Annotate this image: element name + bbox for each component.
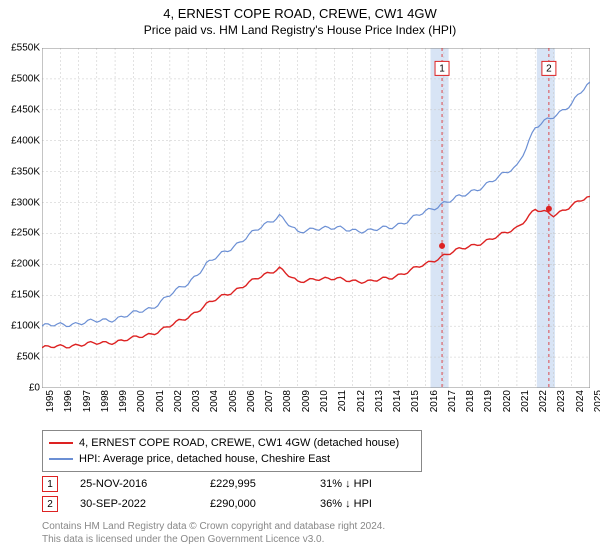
footer: Contains HM Land Registry data © Crown c… xyxy=(42,520,590,546)
x-tick-label: 2008 xyxy=(282,390,293,412)
marker-table: 1 25-NOV-2016£229,99531% ↓ HPI 2 30-SEP-202… xyxy=(42,474,590,514)
footer-line-1: Contains HM Land Registry data © Crown c… xyxy=(42,520,590,533)
legend-swatch xyxy=(49,458,73,460)
x-tick-label: 2019 xyxy=(483,390,494,412)
y-tick-label: £150K xyxy=(0,290,40,301)
y-tick-label: £300K xyxy=(0,197,40,208)
marker-number-box: 1 xyxy=(42,476,58,492)
svg-text:2: 2 xyxy=(546,63,552,74)
y-tick-label: £400K xyxy=(0,135,40,146)
x-tick-label: 2020 xyxy=(502,390,513,412)
x-tick-label: 2009 xyxy=(301,390,312,412)
y-tick-label: £250K xyxy=(0,228,40,239)
x-tick-label: 2017 xyxy=(447,390,458,412)
marker-row: 2 30-SEP-2022£290,00036% ↓ HPI xyxy=(42,494,590,514)
marker-price: £229,995 xyxy=(210,478,320,490)
marker-date: 30-SEP-2022 xyxy=(80,498,210,510)
x-tick-label: 2004 xyxy=(209,390,220,412)
x-tick-label: 2012 xyxy=(356,390,367,412)
x-tick-label: 1997 xyxy=(82,390,93,412)
chart-subtitle: Price paid vs. HM Land Registry's House … xyxy=(0,21,600,37)
x-tick-label: 2010 xyxy=(319,390,330,412)
y-tick-label: £350K xyxy=(0,166,40,177)
marker-row: 1 25-NOV-2016£229,99531% ↓ HPI xyxy=(42,474,590,494)
x-tick-label: 2024 xyxy=(575,390,586,412)
chart-title: 4, ERNEST COPE ROAD, CREWE, CW1 4GW xyxy=(0,0,600,21)
x-tick-label: 2005 xyxy=(228,390,239,412)
x-tick-label: 1999 xyxy=(118,390,129,412)
marker-price: £290,000 xyxy=(210,498,320,510)
legend-label: 4, ERNEST COPE ROAD, CREWE, CW1 4GW (det… xyxy=(79,437,399,449)
marker-diff: 36% ↓ HPI xyxy=(320,498,440,510)
x-tick-label: 2011 xyxy=(337,390,348,412)
y-tick-label: £450K xyxy=(0,104,40,115)
x-tick-label: 2021 xyxy=(520,390,531,412)
chart-svg: 12 xyxy=(42,48,590,388)
y-tick-label: £550K xyxy=(0,43,40,54)
x-tick-label: 2013 xyxy=(374,390,385,412)
x-tick-label: 2006 xyxy=(246,390,257,412)
marker-date: 25-NOV-2016 xyxy=(80,478,210,490)
x-tick-label: 2016 xyxy=(429,390,440,412)
footer-line-2: This data is licensed under the Open Gov… xyxy=(42,533,590,546)
x-tick-label: 1998 xyxy=(100,390,111,412)
marker-diff: 31% ↓ HPI xyxy=(320,478,440,490)
y-tick-label: £200K xyxy=(0,259,40,270)
svg-text:1: 1 xyxy=(439,63,445,74)
legend-label: HPI: Average price, detached house, Ches… xyxy=(79,453,330,465)
x-tick-label: 2023 xyxy=(556,390,567,412)
y-tick-label: £0 xyxy=(0,383,40,394)
x-tick-label: 2003 xyxy=(191,390,202,412)
chart-area: 12 £0£50K£100K£150K£200K£250K£300K£350K£… xyxy=(42,48,590,388)
y-tick-label: £100K xyxy=(0,321,40,332)
x-tick-label: 2007 xyxy=(264,390,275,412)
legend: 4, ERNEST COPE ROAD, CREWE, CW1 4GW (det… xyxy=(42,430,422,472)
x-tick-label: 2014 xyxy=(392,390,403,412)
x-tick-label: 2002 xyxy=(173,390,184,412)
x-tick-label: 2022 xyxy=(538,390,549,412)
legend-swatch xyxy=(49,442,73,444)
x-tick-label: 2000 xyxy=(136,390,147,412)
x-tick-label: 1995 xyxy=(45,390,56,412)
x-tick-label: 2001 xyxy=(155,390,166,412)
x-tick-label: 2025 xyxy=(593,390,600,412)
legend-item: 4, ERNEST COPE ROAD, CREWE, CW1 4GW (det… xyxy=(49,435,415,451)
marker-number-box: 2 xyxy=(42,496,58,512)
x-tick-label: 2018 xyxy=(465,390,476,412)
x-tick-label: 1996 xyxy=(63,390,74,412)
legend-item: HPI: Average price, detached house, Ches… xyxy=(49,451,415,467)
y-tick-label: £500K xyxy=(0,73,40,84)
y-tick-label: £50K xyxy=(0,352,40,363)
x-tick-label: 2015 xyxy=(410,390,421,412)
